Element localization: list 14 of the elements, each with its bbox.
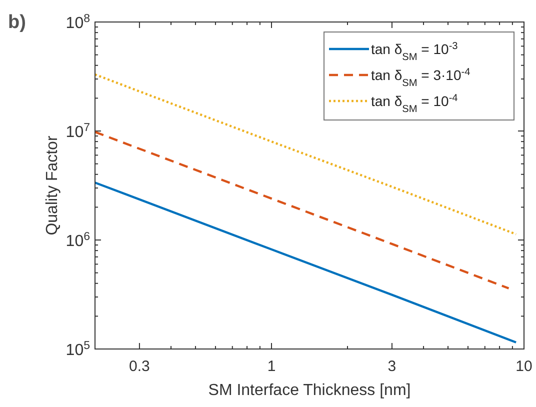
x-tick-label: 10: [516, 358, 532, 375]
legend-label: tan δ$_{SM}$ = 10$^{-3}$: [371, 40, 458, 62]
x-axis-title: SM Interface Thickness [nm]: [208, 382, 411, 399]
y-tick-label: 10$^{8}$: [66, 13, 90, 32]
y-tick-label: 10$^{7}$: [66, 122, 90, 141]
y-axis-title: Quality Factor: [44, 135, 61, 236]
legend-label: tan δ$_{SM}$ = 10$^{-4}$: [371, 92, 458, 114]
x-tick-label: 3: [388, 358, 396, 375]
y-tick-label: 10$^{6}$: [66, 231, 90, 250]
legend-label: tan δ$_{SM}$ = 3·10$^{-4}$: [371, 66, 471, 88]
text: b): [8, 12, 26, 33]
x-tick-label: 0.3: [129, 358, 150, 375]
x-tick-label: 1: [267, 358, 276, 375]
y-tick-label: 10$^{5}$: [66, 340, 90, 359]
